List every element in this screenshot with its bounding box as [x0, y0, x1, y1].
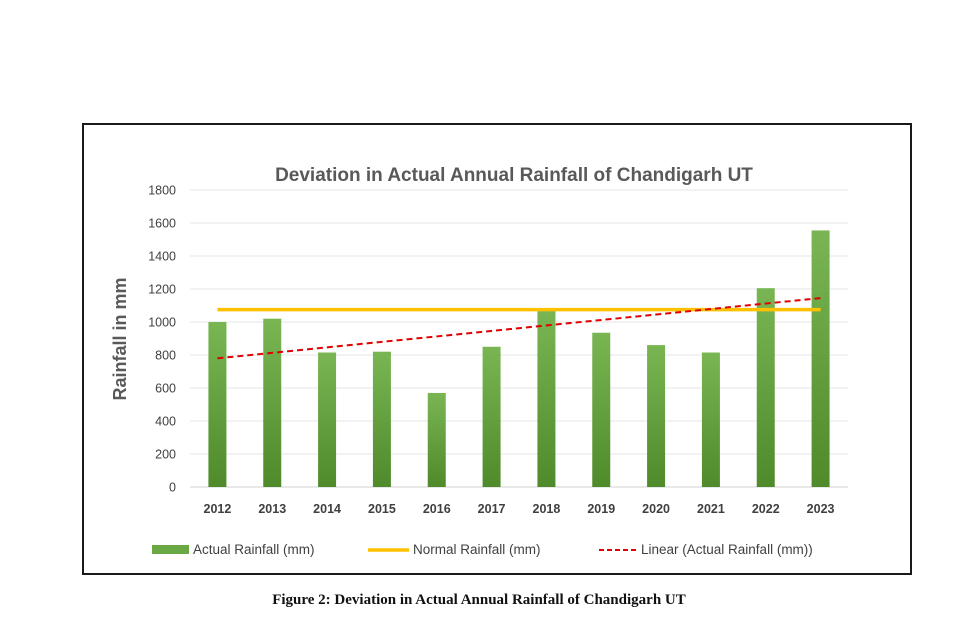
y-tick-label: 200 — [155, 448, 176, 462]
y-tick-label: 1200 — [148, 283, 176, 297]
y-axis-ticks: 0 200 400 600 800 1000 1200 1400 1600 1800 — [148, 184, 176, 495]
bar-2019 — [592, 332, 611, 487]
x-tick-label: 2021 — [697, 502, 725, 516]
bar-2020 — [647, 345, 666, 487]
bar-2012 — [208, 322, 227, 487]
bar-2017 — [482, 346, 501, 487]
x-tick-label: 2017 — [478, 502, 506, 516]
y-tick-label: 1000 — [148, 316, 176, 330]
x-tick-label: 2016 — [423, 502, 451, 516]
linear-trendline — [217, 297, 821, 360]
y-tick-label: 400 — [155, 415, 176, 429]
y-tick-label: 800 — [155, 349, 176, 363]
x-tick-label: 2018 — [533, 502, 561, 516]
x-axis-ticks: 2012 2013 2014 2015 2016 2017 2018 2019 2020 2021… — [204, 502, 835, 516]
y-tick-label: 1600 — [148, 217, 176, 231]
legend-label-normal-rainfall: Normal Rainfall (mm) — [413, 542, 541, 557]
legend-label-linear-trend: Linear (Actual Rainfall (mm)) — [641, 542, 813, 557]
chart-frame: Deviation in Actual Annual Rainfall of C… — [82, 123, 912, 575]
x-tick-label: 2022 — [752, 502, 780, 516]
bar-2022 — [756, 288, 775, 487]
bar-2023 — [811, 230, 830, 488]
legend: Actual Rainfall (mm) Normal Rainfall (mm… — [152, 542, 813, 557]
legend-label-actual-rainfall: Actual Rainfall (mm) — [193, 542, 315, 557]
y-axis-title: Rainfall in mm — [110, 277, 130, 400]
bar-2014 — [318, 352, 337, 487]
chart-svg: Deviation in Actual Annual Rainfall of C… — [110, 165, 848, 557]
figure-caption: Figure 2: Deviation in Actual Annual Rai… — [272, 592, 686, 608]
y-tick-label: 1400 — [148, 250, 176, 264]
chart-title: Deviation in Actual Annual Rainfall of C… — [275, 165, 753, 186]
x-tick-label: 2014 — [313, 502, 341, 516]
bar-2018 — [537, 309, 556, 487]
y-tick-label: 0 — [169, 481, 176, 495]
x-tick-label: 2013 — [258, 502, 286, 516]
bar-2021 — [701, 352, 720, 487]
x-tick-label: 2020 — [642, 502, 670, 516]
x-tick-label: 2019 — [587, 502, 615, 516]
x-tick-label: 2023 — [807, 502, 835, 516]
y-tick-label: 1800 — [148, 184, 176, 198]
bar-series — [208, 230, 830, 488]
gridlines — [190, 189, 848, 488]
legend-swatch-actual-rainfall — [152, 545, 189, 554]
bar-2016 — [427, 392, 446, 487]
x-tick-label: 2012 — [204, 502, 232, 516]
bar-2015 — [372, 351, 391, 487]
y-tick-label: 600 — [155, 382, 176, 396]
x-tick-label: 2015 — [368, 502, 396, 516]
bar-2013 — [263, 318, 282, 487]
line-series — [217, 297, 821, 360]
